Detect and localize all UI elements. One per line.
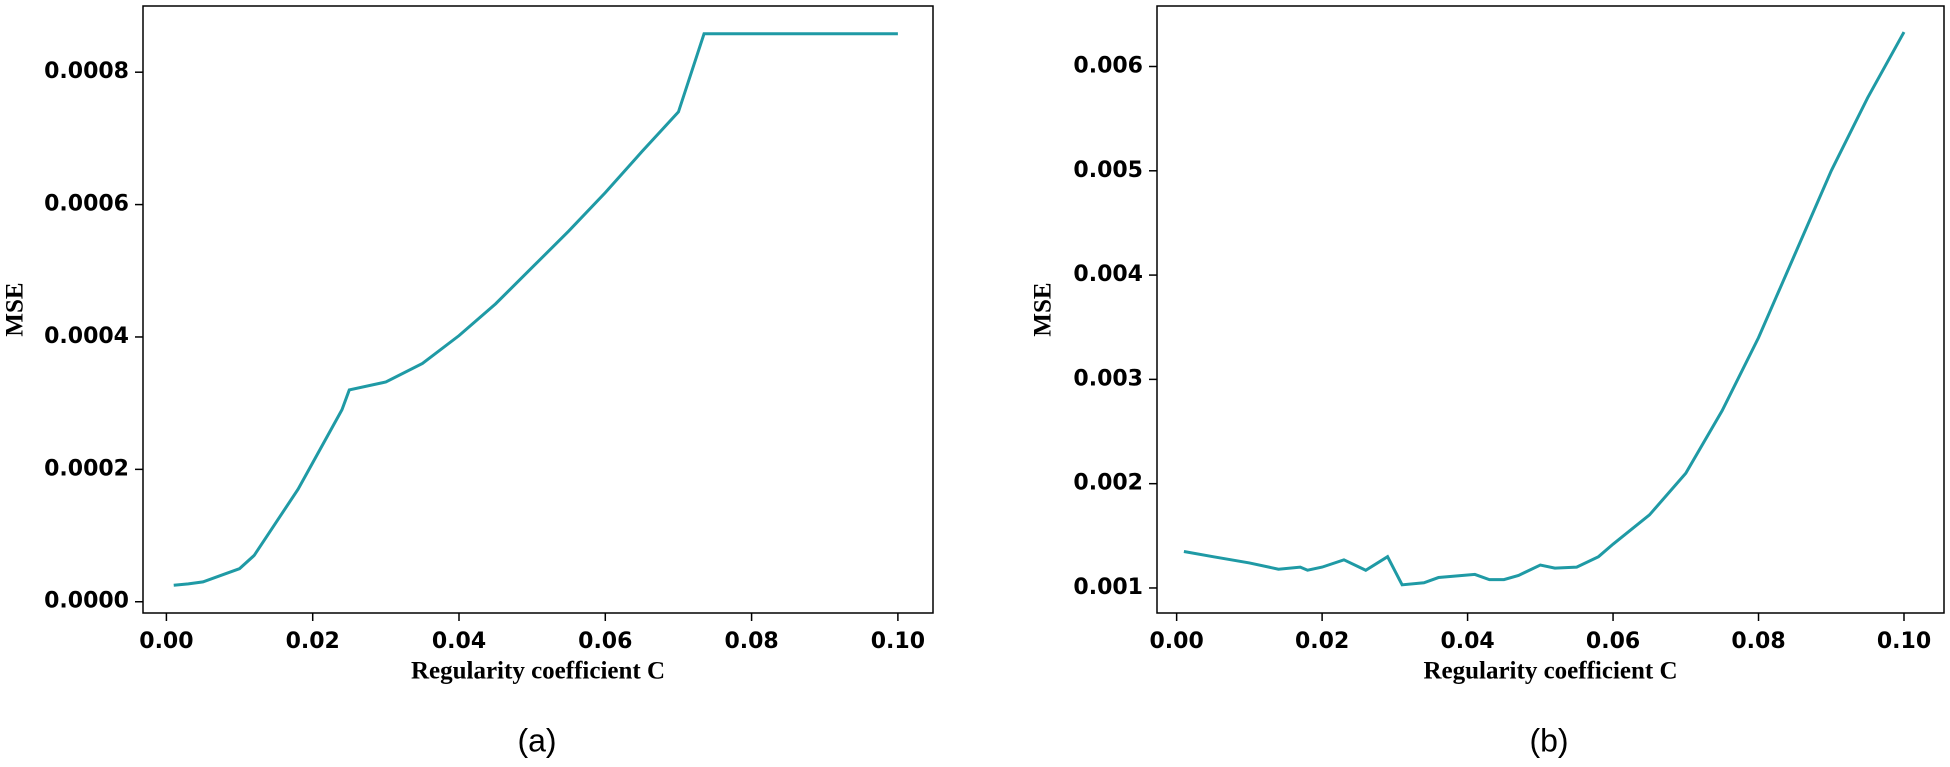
y-axis-label: MSE: [2, 282, 29, 336]
y-tick-label: 0.0008: [44, 59, 129, 84]
x-tick-label: 0.08: [1731, 629, 1785, 654]
x-tick-label: 0.04: [432, 629, 486, 654]
y-tick-label: 0.001: [1073, 575, 1143, 600]
x-tick-label: 0.10: [1877, 629, 1931, 654]
x-axis-label: Regularity coefficient C: [1423, 658, 1677, 685]
y-tick-label: 0.003: [1073, 366, 1143, 391]
x-tick-label: 0.00: [1149, 629, 1203, 654]
line: [173, 32, 898, 587]
y-tick-label: 0.0000: [44, 589, 129, 614]
y-tick-label: 0.004: [1073, 262, 1143, 287]
y-axis-label: MSE: [1030, 282, 1057, 336]
y-tick-label: 0.0006: [44, 192, 129, 217]
caption: (b): [1529, 722, 1568, 758]
y-tick-label: 0.0002: [44, 456, 129, 481]
x-tick-label: 0.06: [578, 629, 632, 654]
x-tick-label: 0.08: [724, 629, 778, 654]
y-tick-label: 0.0004: [44, 324, 129, 349]
x-tick-label: 0.06: [1586, 629, 1640, 654]
y-tick-label: 0.006: [1073, 53, 1143, 78]
caption: (a): [517, 722, 556, 758]
plot-frame: [1156, 5, 1945, 614]
x-tick-label: 0.02: [286, 629, 340, 654]
plot-frame: [142, 5, 934, 614]
x-tick-label: 0.00: [139, 629, 193, 654]
y-tick-label: 0.002: [1073, 471, 1143, 496]
x-axis-label: Regularity coefficient C: [411, 658, 665, 685]
y-tick-label: 0.005: [1073, 158, 1143, 183]
line: [1183, 31, 1906, 587]
x-tick-label: 0.02: [1295, 629, 1349, 654]
x-tick-label: 0.04: [1440, 629, 1494, 654]
x-tick-label: 0.10: [871, 629, 925, 654]
